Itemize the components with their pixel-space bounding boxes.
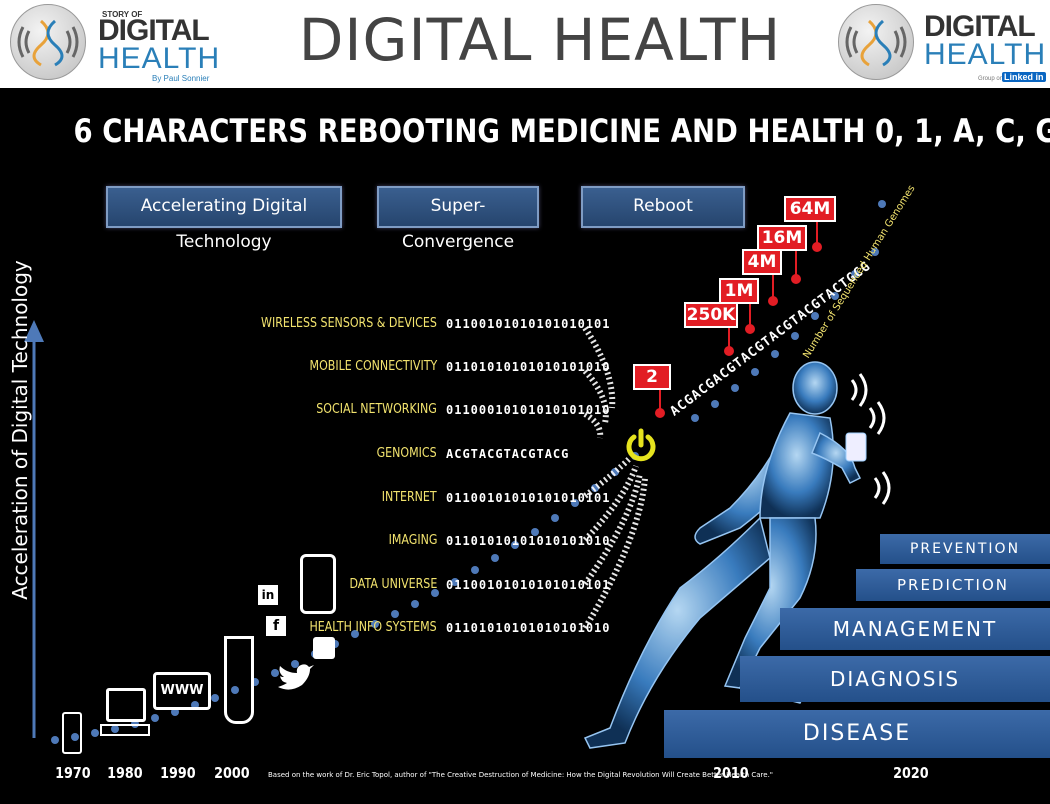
mobile-phone-icon <box>62 712 82 754</box>
category-health-info: HEALTH INFO SYSTEMS <box>309 620 437 635</box>
infographic-panel: 6 CHARACTERS REBOOTING MEDICINE AND HEAL… <box>0 88 1050 804</box>
bits-health-info: 01101010101010101010 <box>446 621 611 635</box>
genome-count-250k: 250K <box>684 302 738 328</box>
infographic-subtitle: 6 CHARACTERS REBOOTING MEDICINE AND HEAL… <box>73 112 1050 150</box>
genome-pin <box>749 304 751 326</box>
bits-internet: 01100101010101010101 <box>446 491 611 505</box>
bits-genomics: ACGTACGTACGTACG <box>446 447 570 461</box>
genome-pin-dot <box>655 408 665 418</box>
bits-data-universe: 01100101010101010101 <box>446 578 611 592</box>
bits-wireless: 01100101010101010101 <box>446 317 611 331</box>
genome-pin <box>772 275 774 299</box>
dna-emblem-icon <box>838 4 914 80</box>
page-title: DIGITAL HEALTH <box>298 6 782 74</box>
logo-byline: By Paul Sonnier <box>152 74 210 83</box>
category-genomics: GENOMICS <box>376 446 437 461</box>
category-mobile: MOBILE CONNECTIVITY <box>309 359 437 374</box>
youtube-icon <box>313 637 335 659</box>
logo-health: HEALTH <box>924 38 1047 71</box>
genome-count-2: 2 <box>633 364 671 390</box>
right-logo: DIGITAL HEALTH Group on Linked in <box>838 4 1048 82</box>
year-1970: 1970 <box>55 764 91 782</box>
infographic-artwork <box>51 168 949 749</box>
power-icon <box>624 428 658 462</box>
y-axis-label: Acceleration of Digital Technology <box>8 260 32 600</box>
year-2020: 2020 <box>893 764 929 782</box>
linkedin-logo: Linked in <box>1002 72 1046 82</box>
category-imaging: IMAGING <box>388 533 437 548</box>
step-diagnosis: DIAGNOSIS <box>740 656 1050 702</box>
category-wireless: WIRELESS SENSORS & DEVICES <box>261 316 437 331</box>
year-1980: 1980 <box>107 764 143 782</box>
genome-pin <box>795 251 797 277</box>
genome-count-16m: 16M <box>757 225 807 251</box>
genome-pin-dot <box>812 242 822 252</box>
test-tube-dna-icon <box>224 636 254 724</box>
cell-phone-icon <box>300 554 336 614</box>
banner-accelerating: Accelerating Digital Technology <box>106 186 342 252</box>
dna-emblem-icon <box>10 4 86 80</box>
computer-icon <box>106 688 146 722</box>
genome-pin-dot <box>724 346 734 356</box>
year-2010: 2010 <box>713 764 749 782</box>
left-logo: STORY OF DIGITAL HEALTH By Paul Sonnier <box>10 4 221 83</box>
genome-count-4m: 4M <box>742 249 782 275</box>
www-monitor-icon: WWW <box>153 672 211 710</box>
logo-health: HEALTH <box>98 42 221 75</box>
facebook-icon: f <box>266 616 286 636</box>
step-prediction: PREDICTION <box>856 569 1050 601</box>
category-internet: INTERNET <box>382 490 437 505</box>
genome-count-64m: 64M <box>784 196 836 222</box>
bits-mobile: 01101010101010101010 <box>446 360 611 374</box>
step-prevention: PREVENTION <box>880 534 1050 564</box>
logo-digital: DIGITAL <box>98 14 210 47</box>
category-social: SOCIAL NETWORKING <box>316 402 437 417</box>
year-1990: 1990 <box>160 764 196 782</box>
genome-pin <box>816 222 818 246</box>
keyboard-icon <box>100 724 150 736</box>
genome-pin <box>728 328 730 348</box>
header-bar: STORY OF DIGITAL HEALTH By Paul Sonnier … <box>0 0 1050 88</box>
category-data-universe: DATA UNIVERSE <box>349 577 437 592</box>
logo-story-of: STORY OF <box>102 10 143 19</box>
genome-count-1m: 1M <box>719 278 759 304</box>
genome-pin <box>659 390 661 410</box>
genome-pin-dot <box>768 296 778 306</box>
linkedin-icon: in <box>258 585 278 605</box>
genome-pin-dot <box>745 324 755 334</box>
genome-pin-dot <box>791 274 801 284</box>
banner-reboot: Reboot <box>581 186 745 228</box>
step-management: MANAGEMENT <box>780 608 1050 650</box>
bits-imaging: 01101010101010101010 <box>446 534 611 548</box>
twitter-bird-icon <box>276 663 314 693</box>
banner-super-convergence: Super-Convergence <box>377 186 539 252</box>
y-axis-arrow <box>22 318 46 738</box>
step-disease: DISEASE <box>664 710 1050 758</box>
logo-digital: DIGITAL <box>924 10 1036 43</box>
year-2000: 2000 <box>214 764 250 782</box>
credit-line: Based on the work of Dr. Eric Topol, aut… <box>268 771 774 779</box>
logo-group-on: Group on <box>978 76 1004 82</box>
bits-social: 01100010101010101010 <box>446 403 611 417</box>
